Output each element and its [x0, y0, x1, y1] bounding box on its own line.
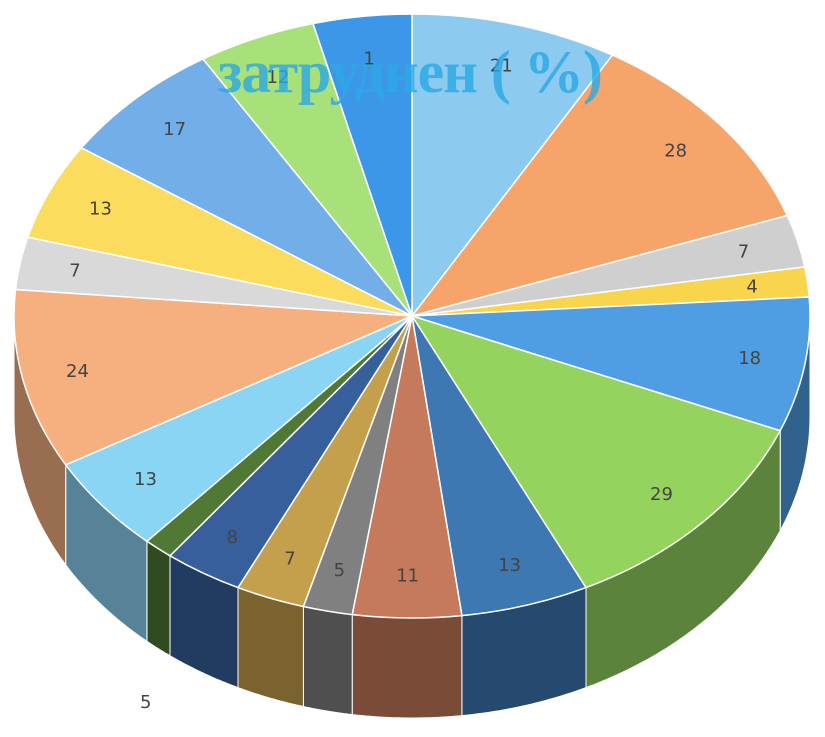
slice-label-0: 21	[490, 55, 513, 76]
pie-side-9	[237, 586, 304, 708]
pie-slice-0	[411, 13, 614, 319]
chart-title: затруднен ( %)	[218, 39, 602, 105]
pie-labels: 21 28 7 4 18 29 13 11 5 7 8 13 24 7 13 17 12 1	[66, 48, 761, 586]
pie-slices	[13, 13, 811, 619]
slice-label-6: 13	[498, 555, 521, 576]
pie-slice-1	[410, 54, 789, 318]
pie-slice-5	[410, 314, 782, 589]
slice-label-extra: 5	[140, 692, 151, 713]
slice-label-5: 29	[650, 484, 673, 505]
slice-label-13: 24	[66, 361, 89, 382]
pie-slice-4	[411, 296, 811, 432]
pie-side-8	[302, 605, 353, 716]
slice-label-10: 8	[226, 527, 237, 548]
slice-label-3: 4	[746, 277, 757, 298]
pie-slice-13	[13, 288, 413, 466]
slice-label-8: 5	[334, 560, 345, 581]
pie-side-7	[351, 614, 463, 719]
slice-label-2: 7	[738, 241, 749, 262]
slice-label-15: 13	[89, 198, 112, 219]
pie-slice-18	[312, 13, 413, 317]
slice-label-12: 13	[134, 469, 157, 490]
slice-label-18: 1	[363, 48, 374, 69]
slice-label-7: 11	[396, 566, 419, 587]
slice-label-14: 7	[69, 261, 80, 282]
pie-slice-16	[80, 58, 413, 317]
slice-label-1: 28	[664, 140, 687, 161]
slice-label-4: 18	[738, 348, 761, 369]
pie-side-11	[146, 540, 171, 657]
pie-sides	[13, 315, 811, 719]
slice-label-16: 17	[163, 119, 186, 140]
slice-label-17: 12	[267, 67, 290, 88]
slice-label-9: 7	[284, 549, 295, 570]
